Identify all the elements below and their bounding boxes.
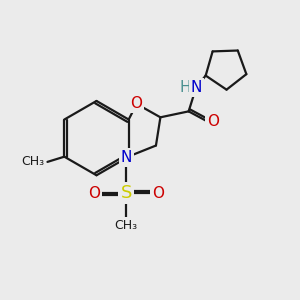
Text: O: O bbox=[88, 186, 100, 201]
Text: O: O bbox=[207, 114, 219, 129]
Text: H: H bbox=[180, 80, 191, 95]
Text: CH₃: CH₃ bbox=[21, 155, 44, 168]
Text: N: N bbox=[190, 80, 202, 95]
Text: CH₃: CH₃ bbox=[115, 219, 138, 232]
Text: S: S bbox=[121, 184, 132, 202]
Text: O: O bbox=[130, 96, 142, 111]
Text: O: O bbox=[152, 186, 164, 201]
Text: N: N bbox=[121, 150, 132, 165]
